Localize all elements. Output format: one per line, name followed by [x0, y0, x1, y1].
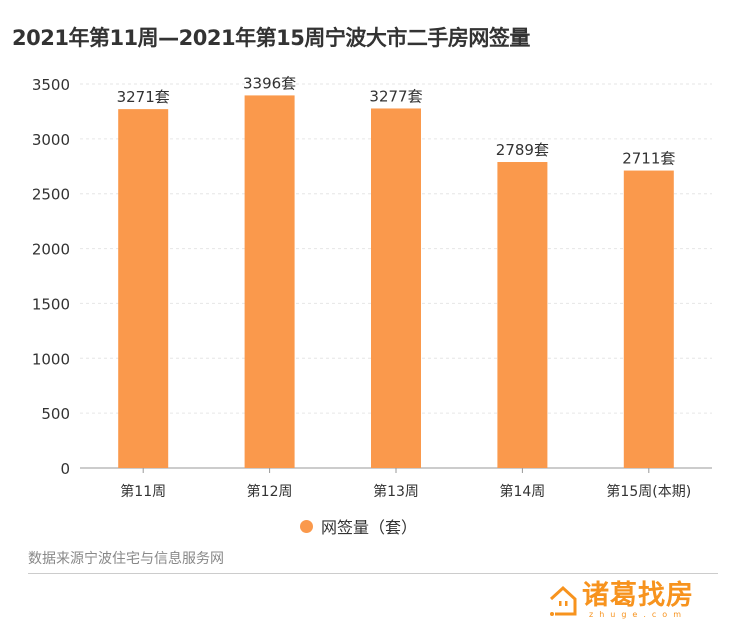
x-tick-label: 第12周	[247, 483, 293, 500]
source-note: 数据来源宁波住宅与信息服务网	[28, 551, 224, 567]
x-tick-label: 第14周	[499, 483, 545, 500]
y-tick-label: 3000	[32, 131, 70, 149]
legend-label: 网签量（套）	[321, 518, 418, 537]
data-label: 2789套	[496, 141, 549, 159]
y-tick-label: 1000	[32, 350, 70, 368]
x-tick-label: 第11周	[120, 483, 166, 500]
chart-title: 2021年第11周—2021年第15周宁波大市二手房网签量	[12, 26, 530, 50]
legend-marker	[300, 519, 313, 533]
y-tick-label: 0	[60, 460, 70, 478]
data-label: 3271套	[117, 88, 170, 106]
bar	[244, 95, 295, 469]
logo-sub: zhuge.com	[589, 610, 687, 619]
legend[interactable]: 网签量（套）	[300, 514, 417, 538]
divider	[28, 573, 718, 574]
x-tick-label: 第13周	[373, 483, 419, 500]
y-tick-label: 3500	[32, 76, 70, 94]
bar	[497, 162, 548, 469]
data-label: 2711套	[622, 150, 675, 168]
bar	[623, 170, 674, 468]
x-tick-label: 第15周(本期)	[606, 483, 691, 500]
house-logo-icon	[549, 585, 577, 616]
bar	[118, 109, 169, 468]
y-tick-label: 500	[41, 405, 70, 423]
y-tick-label: 2500	[32, 186, 70, 204]
data-label: 3277套	[369, 87, 422, 105]
bar	[371, 108, 421, 469]
y-tick-label: 1500	[32, 295, 70, 313]
logo-name: 诸葛找房	[582, 580, 694, 611]
data-label: 3396套	[243, 74, 296, 92]
y-tick-label: 2000	[32, 241, 70, 259]
logo: 诸葛找房 zhuge.com	[548, 582, 694, 619]
